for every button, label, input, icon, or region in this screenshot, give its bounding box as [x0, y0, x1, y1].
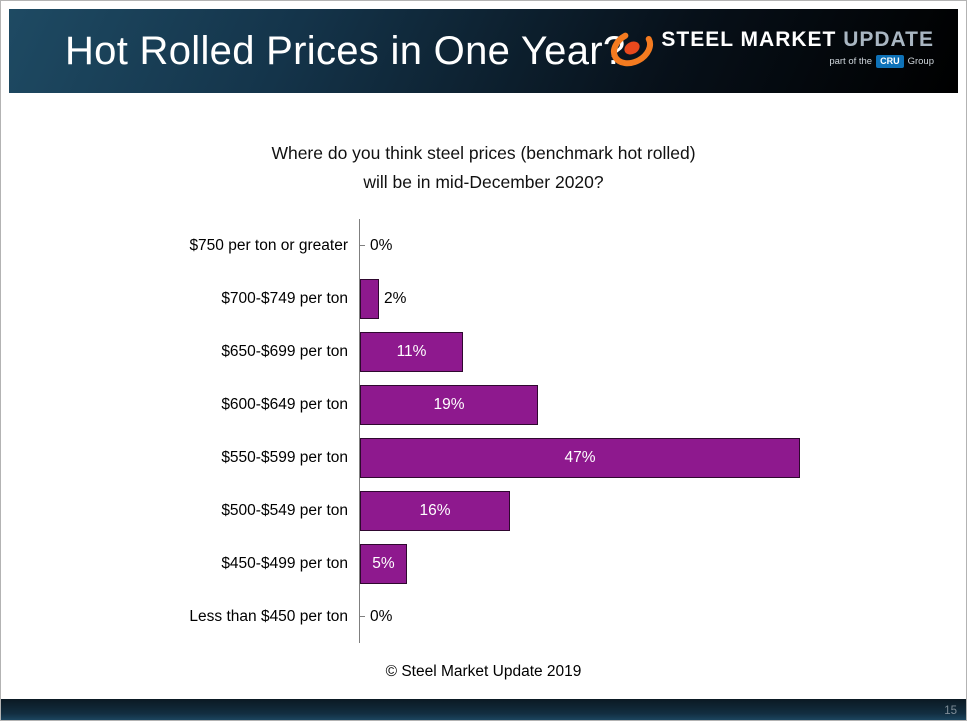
footer-band: 15 [1, 699, 966, 720]
value-label: 16% [419, 501, 451, 519]
value-label: 5% [372, 554, 395, 572]
chart-title-line2: will be in mid-December 2020? [363, 172, 604, 192]
chart-row: $600-$649 per ton 19% [15, 378, 875, 431]
axis-tick [360, 616, 365, 617]
cru-badge: CRU [876, 55, 904, 68]
bar [360, 278, 379, 319]
tagline-prefix: part of the [829, 56, 873, 67]
logo-word-update: UPDATE [843, 28, 934, 51]
value-label: 0% [370, 236, 393, 254]
value-label: 19% [433, 395, 465, 413]
bar-area: 19% [359, 378, 875, 431]
smu-logo: STEEL MARKET UPDATE part of the CRU Grou… [607, 24, 934, 72]
value-label: 11% [396, 342, 427, 360]
chart-title: Where do you think steel prices (benchma… [1, 139, 966, 197]
tagline-suffix: Group [907, 56, 934, 67]
smu-logo-wordmark: STEEL MARKET UPDATE [661, 28, 934, 52]
smu-logo-text: STEEL MARKET UPDATE part of the CRU Grou… [661, 28, 934, 68]
bar: 19% [360, 384, 538, 425]
chart-row: $450-$499 per ton 5% [15, 537, 875, 590]
category-label: $550-$599 per ton [221, 448, 348, 466]
copyright-caption: © Steel Market Update 2019 [385, 663, 582, 680]
bar: 16% [360, 490, 510, 531]
category-label: Less than $450 per ton [189, 607, 348, 625]
category-label: $650-$699 per ton [221, 342, 348, 360]
slide-content: Where do you think steel prices (benchma… [1, 93, 966, 699]
bar: 11% [360, 331, 463, 372]
page-number: 15 [944, 705, 957, 717]
smu-logo-tagline: part of the CRU Group [829, 55, 934, 68]
bar-area: 2% [359, 272, 875, 325]
value-label: 0% [370, 607, 393, 625]
bar-area: 47% [359, 431, 875, 484]
bar: 5% [360, 543, 407, 584]
category-label: $700-$749 per ton [221, 289, 348, 307]
logo-word-steel: STEEL [661, 28, 734, 51]
chart-row: $550-$599 per ton 47% [15, 431, 875, 484]
bar-chart: $750 per ton or greater 0% $700-$749 per t… [15, 219, 875, 643]
bar: 47% [360, 437, 800, 478]
bar-area: 0% [359, 219, 875, 272]
category-label: $450-$499 per ton [221, 554, 348, 572]
category-label: $750 per ton or greater [189, 236, 348, 254]
bar-area: 11% [359, 325, 875, 378]
chart-row: $700-$749 per ton 2% [15, 272, 875, 325]
axis-tick [360, 245, 365, 246]
chart-row: Less than $450 per ton 0% [15, 590, 875, 643]
bar-area: 16% [359, 484, 875, 537]
smu-swoosh-icon [611, 29, 654, 67]
chart-row: $750 per ton or greater 0% [15, 219, 875, 272]
bar-area: 0% [359, 590, 875, 643]
chart-title-line1: Where do you think steel prices (benchma… [271, 143, 696, 163]
value-label: 47% [564, 448, 596, 466]
chart-row: $650-$699 per ton 11% [15, 325, 875, 378]
bar-area: 5% [359, 537, 875, 590]
chart-row: $500-$549 per ton 16% [15, 484, 875, 537]
header-band: Hot Rolled Prices in One Year? STEEL MAR… [9, 9, 958, 93]
slide-title: Hot Rolled Prices in One Year? [65, 28, 626, 73]
category-label: $600-$649 per ton [221, 395, 348, 413]
category-label: $500-$549 per ton [221, 501, 348, 519]
logo-word-market: MARKET [740, 28, 837, 51]
value-label: 2% [384, 289, 407, 307]
